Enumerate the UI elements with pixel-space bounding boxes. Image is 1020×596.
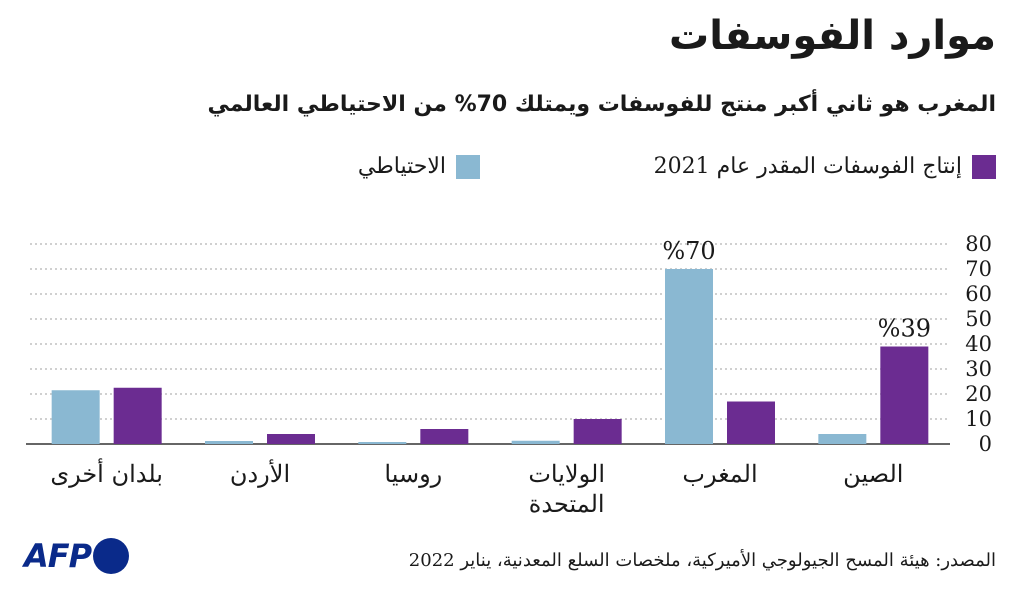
bar-reserves	[665, 269, 713, 444]
y-tick-label: 10	[965, 407, 992, 431]
y-tick-label: 0	[979, 432, 992, 456]
bar-reserves	[51, 390, 100, 444]
afp-logo-dot	[93, 538, 130, 574]
afp-logo-text: AFP	[24, 537, 92, 575]
chart-title: موارد الفوسفات	[669, 13, 996, 59]
source-note: المصدر: هيئة المسح الجيولوجي الأميركية، …	[408, 550, 996, 571]
x-tick-label: الصين	[843, 460, 903, 488]
legend-swatch-reserves	[456, 154, 480, 179]
afp-logo: AFP	[24, 537, 130, 575]
legend-item-production: إنتاج الفوسفات المقدر عام 2021	[654, 154, 996, 179]
bar-reserves	[818, 434, 867, 444]
legend-label-reserves: الاحتياطي	[357, 154, 446, 179]
bar-production	[727, 401, 775, 444]
x-tick-label: بلدان أخرى	[50, 457, 163, 488]
x-tick-label: روسيا	[384, 460, 442, 488]
legend-item-reserves: الاحتياطي	[358, 154, 480, 179]
bar-production	[267, 434, 315, 444]
bar-reserves	[205, 441, 253, 444]
data-label: %70	[662, 237, 715, 265]
legend-label-production: إنتاج الفوسفات المقدر عام 2021	[653, 154, 962, 179]
bar-production	[113, 387, 162, 444]
legend-swatch-production	[972, 154, 996, 179]
x-tick-label: المتحدة	[529, 490, 605, 518]
bar-reserves	[358, 442, 407, 444]
bar-production	[880, 346, 929, 444]
x-tick-label: الولايات	[528, 460, 605, 488]
y-tick-label: 50	[965, 307, 992, 331]
bar-production	[420, 429, 469, 444]
y-tick-label: 80	[965, 232, 992, 256]
bar-production	[573, 419, 622, 444]
x-tick-label: الأردن	[230, 458, 290, 488]
y-tick-label: 30	[965, 357, 992, 381]
data-label: %39	[878, 315, 931, 343]
y-tick-label: 70	[965, 257, 992, 281]
chart-subtitle: المغرب هو ثاني أكبر منتج للفوسفات ويمتلك…	[207, 92, 996, 117]
y-tick-label: 20	[965, 382, 992, 406]
bar-reserves	[511, 440, 560, 444]
y-tick-label: 40	[965, 332, 992, 356]
x-tick-label: المغرب	[682, 460, 757, 488]
y-tick-label: 60	[965, 282, 992, 306]
